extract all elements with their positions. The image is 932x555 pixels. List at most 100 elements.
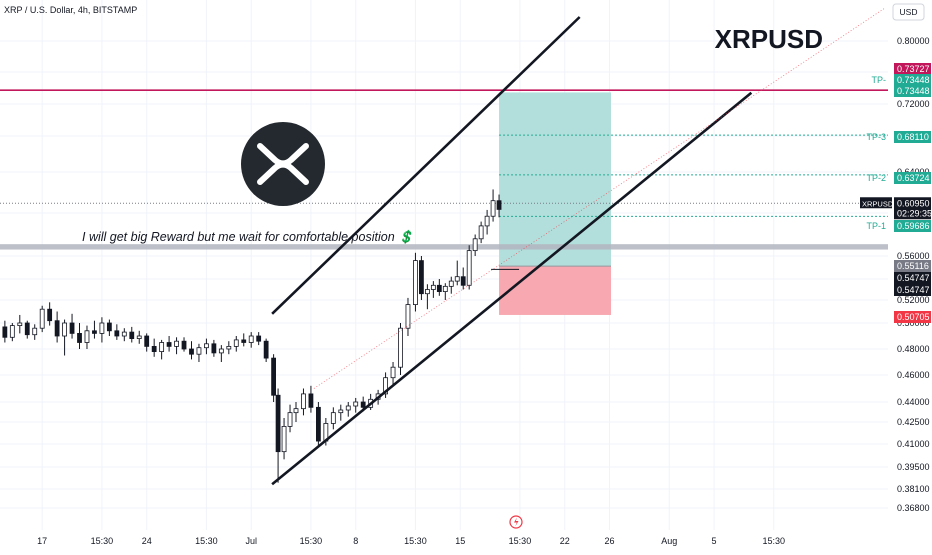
event-icon[interactable] [509, 515, 523, 529]
level-tag: 0.54747 [894, 272, 931, 284]
candle-body [159, 342, 165, 353]
candle [218, 345, 224, 362]
candle-body [448, 280, 454, 287]
candle-body [84, 330, 90, 343]
candle [442, 283, 448, 300]
level-tag: 0.68110 TP-3 [866, 131, 931, 143]
position-zones [0, 92, 888, 315]
level-tag-value: 0.73727 [897, 64, 930, 74]
candle-body [430, 284, 436, 290]
candle-body [114, 330, 120, 337]
candle-body [136, 335, 142, 339]
level-tag-value: 0.73448 [897, 86, 930, 96]
candle [398, 323, 403, 375]
candle [248, 332, 254, 348]
trade-annotation: I will get big Reward but me wait for co… [82, 229, 414, 244]
candle [62, 319, 67, 356]
level-tag-box [894, 311, 931, 323]
level-tag: 0.73727 [894, 63, 931, 75]
candle-body [2, 326, 8, 338]
time-tick-label: 8 [353, 536, 358, 546]
candle [430, 281, 436, 298]
candle-body [196, 347, 202, 355]
candle-body [211, 343, 217, 354]
price-axis[interactable]: 0.800000.760000.720000.680000.640000.600… [860, 0, 932, 550]
time-axis[interactable]: 17 15:30 24 15:30 Jul 15:30 8 15:30 15 15:30 22 26 A… [0, 530, 888, 550]
level-tag-value: 0.54747 [897, 285, 930, 295]
horizontal-levels [0, 89, 888, 270]
candle [121, 328, 127, 342]
candle [315, 402, 321, 448]
candle-body [360, 401, 366, 408]
price-tick-label: 0.44000 [897, 397, 930, 407]
candle-body [383, 377, 388, 395]
candle [413, 252, 418, 312]
last-price-value: 0.60950 [897, 198, 930, 208]
candle-body [144, 335, 150, 347]
candle [460, 267, 466, 290]
candle [99, 317, 105, 343]
time-tick-label: 15:30 [195, 536, 218, 546]
level-tag: 0.73448 TP- [872, 74, 931, 86]
level-tag-value: 0.59686 [897, 221, 930, 231]
candle-body [69, 322, 75, 334]
candle [77, 323, 82, 349]
candle [478, 221, 484, 244]
candle-body [166, 342, 172, 347]
candle [196, 343, 202, 362]
candle [484, 209, 490, 235]
symbol-watermark: XRPUSD [715, 24, 823, 54]
time-tick-label: 15 [455, 536, 465, 546]
candle-body [121, 331, 127, 337]
candle [136, 330, 142, 344]
level-tag-box [894, 172, 931, 184]
candle-body [398, 327, 403, 368]
candle-body [454, 276, 460, 282]
time-ticks: 17 15:30 24 15:30 Jul 15:30 8 15:30 15 15:30 22 26 A… [37, 536, 785, 546]
time-tick-label: Jul [245, 536, 257, 546]
level-tag-value: 0.55116 [897, 261, 929, 271]
price-tick-label: 0.39500 [897, 462, 930, 472]
candle [159, 339, 165, 360]
currency-label: USD [900, 7, 918, 17]
candle [2, 320, 8, 343]
candle-body [436, 284, 442, 292]
candle [353, 397, 359, 413]
candle-body [256, 335, 262, 342]
candle [69, 313, 75, 339]
candle [424, 284, 430, 310]
price-tick-label: 0.46000 [897, 370, 930, 380]
candle [24, 320, 30, 339]
candle [151, 338, 157, 357]
price-tick-label: 0.56000 [897, 251, 930, 261]
candle-body [460, 276, 466, 286]
candle-body [189, 348, 194, 355]
candle-body [92, 330, 97, 334]
level-tag-value: 0.63724 [897, 173, 930, 183]
level-tag-value: 0.73448 [897, 75, 930, 85]
candle-body [174, 340, 179, 347]
candle-body [263, 340, 269, 359]
candle-body [275, 394, 281, 453]
candle-body [308, 393, 314, 408]
candle [54, 311, 60, 343]
candle [114, 324, 120, 340]
candle-body [338, 409, 344, 414]
level-tag-box [894, 74, 931, 86]
level-tag-value: 0.50705 [897, 312, 930, 322]
candle-body [478, 225, 484, 240]
candle [330, 407, 336, 430]
last-price-box [894, 197, 931, 220]
drawings[interactable] [271, 7, 886, 486]
time-tick-label: 15:30 [91, 536, 114, 546]
level-tag: 0.55116 [894, 260, 931, 272]
time-tick-label: 22 [560, 536, 570, 546]
currency-button[interactable]: USD [892, 3, 925, 21]
level-tag-value: 0.54747 [897, 273, 930, 283]
candle-body [490, 200, 496, 217]
candle [275, 388, 281, 483]
candle-body [405, 304, 411, 329]
time-tick-label: 15:30 [300, 536, 323, 546]
